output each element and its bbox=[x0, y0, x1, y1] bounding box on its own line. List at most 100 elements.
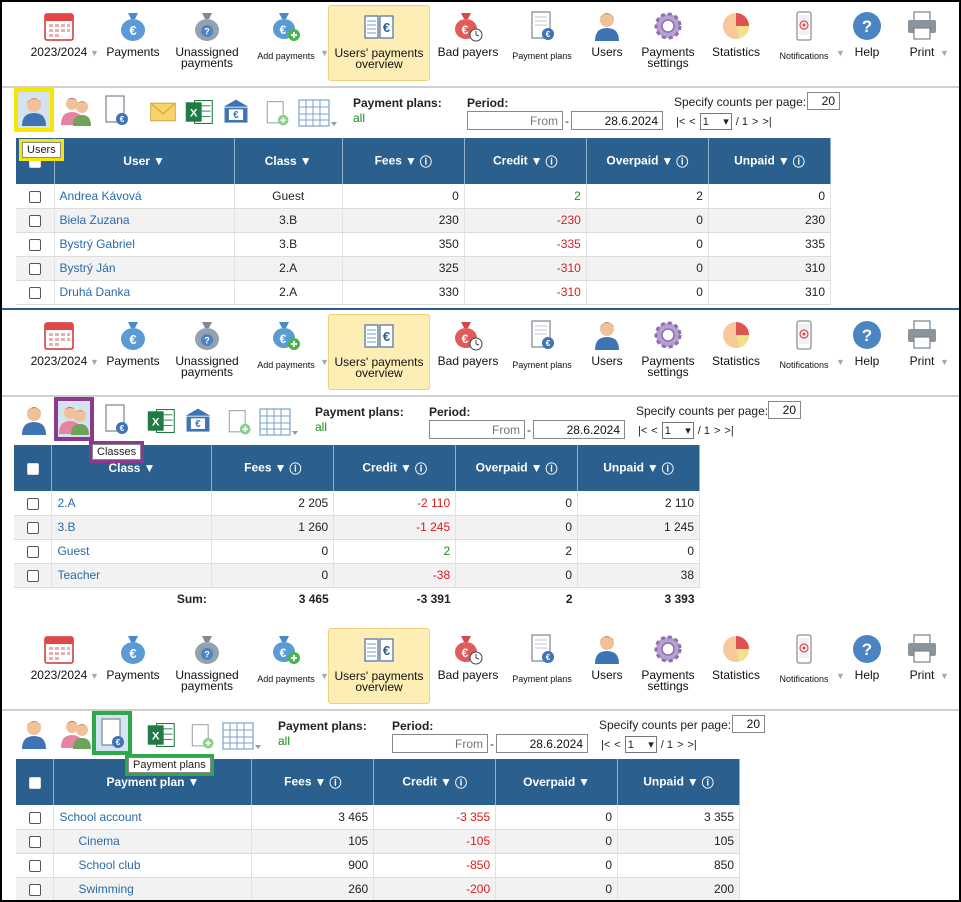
payment-plans-value[interactable]: all bbox=[315, 420, 328, 434]
header-class[interactable]: Class ▼ bbox=[51, 445, 213, 491]
select-all-checkbox-cell[interactable] bbox=[14, 445, 53, 491]
row-checkbox[interactable] bbox=[28, 811, 41, 824]
dropdown-caret-icon[interactable]: ▼ bbox=[90, 357, 99, 367]
toolbar-item-phone[interactable]: Notifications bbox=[770, 628, 838, 704]
toolbar-item-bad-payer-bag[interactable]: € Bad payers bbox=[436, 314, 500, 390]
toolbar-item-gear[interactable]: Payments settings bbox=[636, 5, 700, 81]
toolbar-item-add-payment[interactable]: € Add payments bbox=[250, 314, 322, 390]
row-checkbox-cell[interactable] bbox=[16, 829, 55, 854]
payment-plan-link[interactable]: School account bbox=[53, 805, 253, 830]
page-select[interactable]: 1 ▾ bbox=[699, 113, 732, 130]
dropdown-caret-icon[interactable]: ▼ bbox=[90, 48, 99, 58]
filter-icon[interactable]: ▼ bbox=[404, 154, 417, 168]
next-page-button[interactable]: > bbox=[676, 738, 684, 751]
select-all-checkbox-cell[interactable] bbox=[16, 759, 55, 805]
payment-plans-view-button[interactable]: € bbox=[98, 90, 134, 130]
toolbar-item-add-payment[interactable]: € Add payments bbox=[250, 5, 322, 81]
toolbar-item-payment-plan-doc[interactable]: € Payment plans bbox=[506, 5, 578, 81]
header-unpaid[interactable]: Unpaid ▼ ⓘ bbox=[617, 759, 740, 805]
filter-icon[interactable]: ▼ bbox=[777, 154, 790, 168]
row-checkbox-cell[interactable] bbox=[14, 491, 53, 516]
users-view-button[interactable] bbox=[16, 399, 52, 439]
classes-view-button[interactable] bbox=[58, 713, 94, 753]
class-name-link[interactable]: 3.B bbox=[51, 515, 213, 540]
toolbar-item-unassigned-bag[interactable]: ? Unassigned payments bbox=[172, 5, 242, 81]
header-overpaid[interactable]: Overpaid ▼ ⓘ bbox=[455, 445, 579, 491]
toolbar-item-unassigned-bag[interactable]: ? Unassigned payments bbox=[172, 628, 242, 704]
help-icon[interactable]: ⓘ bbox=[661, 461, 674, 476]
toolbar-item-ledger-euro[interactable]: € Users' payments overview bbox=[328, 5, 430, 81]
bank-button[interactable]: € bbox=[180, 405, 216, 445]
period-to-input[interactable] bbox=[496, 734, 588, 753]
header-user[interactable]: User ▼ bbox=[54, 138, 235, 184]
row-checkbox[interactable] bbox=[26, 545, 39, 558]
toolbar-item-user[interactable]: Users bbox=[586, 5, 628, 81]
help-icon[interactable]: ⓘ bbox=[545, 461, 558, 476]
filter-icon[interactable]: ▼ bbox=[143, 461, 156, 476]
users-view-button[interactable] bbox=[14, 88, 54, 132]
help-icon[interactable]: ⓘ bbox=[329, 775, 342, 790]
payment-plan-link[interactable]: Swimming bbox=[53, 877, 253, 902]
excel-export-button[interactable]: X bbox=[143, 405, 179, 445]
toolbar-item-calendar[interactable]: 2023/2024 bbox=[26, 5, 92, 81]
toolbar-item-pie-chart[interactable]: Statistics bbox=[708, 628, 764, 704]
user-name-link[interactable]: Andrea Kávová bbox=[54, 184, 235, 209]
help-icon[interactable]: ⓘ bbox=[414, 461, 427, 476]
prev-page-button[interactable]: < bbox=[614, 738, 621, 751]
toolbar-item-printer[interactable]: Print bbox=[902, 314, 942, 390]
classes-view-button[interactable] bbox=[58, 90, 94, 130]
header-fees[interactable]: Fees ▼ ⓘ bbox=[251, 759, 375, 805]
toolbar-item-add-payment[interactable]: € Add payments bbox=[250, 628, 322, 704]
toolbar-item-pie-chart[interactable]: Statistics bbox=[708, 314, 764, 390]
toolbar-item-gear[interactable]: Payments settings bbox=[636, 314, 700, 390]
user-name-link[interactable]: Bystrý Ján bbox=[54, 256, 235, 281]
columns-button[interactable] bbox=[257, 403, 301, 443]
filter-icon[interactable]: ▼ bbox=[299, 154, 312, 169]
toolbar-item-user[interactable]: Users bbox=[586, 314, 628, 390]
filter-icon[interactable]: ▼ bbox=[152, 154, 165, 169]
filter-icon[interactable]: ▼ bbox=[400, 461, 412, 475]
row-checkbox[interactable] bbox=[28, 262, 41, 275]
row-checkbox-cell[interactable] bbox=[16, 853, 55, 878]
last-page-button[interactable]: >| bbox=[724, 424, 734, 437]
email-button[interactable] bbox=[145, 96, 181, 136]
toolbar-item-help[interactable]: ? Help bbox=[848, 5, 886, 81]
row-checkbox-cell[interactable] bbox=[14, 515, 53, 540]
toolbar-item-pie-chart[interactable]: Statistics bbox=[708, 5, 764, 81]
toolbar-item-help[interactable]: ? Help bbox=[848, 314, 886, 390]
header-unpaid[interactable]: Unpaid ▼ ⓘ bbox=[577, 445, 700, 491]
help-icon[interactable]: ⓘ bbox=[419, 154, 432, 169]
row-checkbox[interactable] bbox=[26, 569, 39, 582]
toolbar-item-printer[interactable]: Print bbox=[902, 5, 942, 81]
filter-icon[interactable]: ▼ bbox=[314, 775, 327, 789]
toolbar-item-gear[interactable]: Payments settings bbox=[636, 628, 700, 704]
excel-export-button[interactable]: X bbox=[181, 96, 217, 136]
first-page-button[interactable]: |< bbox=[601, 738, 611, 751]
dropdown-caret-icon[interactable]: ▼ bbox=[90, 671, 99, 681]
counts-per-page-input[interactable] bbox=[768, 401, 801, 419]
page-select[interactable]: 1 ▾ bbox=[661, 422, 694, 439]
last-page-button[interactable]: >| bbox=[762, 115, 772, 128]
select-all-checkbox[interactable] bbox=[26, 462, 39, 475]
toolbar-item-calendar[interactable]: 2023/2024 bbox=[26, 314, 92, 390]
payment-plans-view-button[interactable]: € bbox=[92, 711, 132, 755]
toolbar-item-ledger-euro[interactable]: € Users' payments overview bbox=[328, 314, 430, 390]
class-name-link[interactable]: 2.A bbox=[51, 491, 213, 516]
header-class[interactable]: Class ▼ bbox=[234, 138, 343, 184]
row-checkbox-cell[interactable] bbox=[16, 280, 55, 305]
user-name-link[interactable]: Bystrý Gabriel bbox=[54, 232, 235, 257]
row-checkbox[interactable] bbox=[28, 286, 41, 299]
row-checkbox-cell[interactable] bbox=[16, 256, 55, 281]
add-document-button[interactable] bbox=[221, 407, 257, 447]
user-name-link[interactable]: Druhá Danka bbox=[54, 280, 235, 305]
header-credit[interactable]: Credit ▼ ⓘ bbox=[373, 759, 497, 805]
row-checkbox[interactable] bbox=[28, 883, 41, 896]
filter-icon[interactable]: ▼ bbox=[187, 775, 200, 790]
period-from-input[interactable] bbox=[467, 111, 563, 130]
toolbar-item-phone[interactable]: Notifications bbox=[770, 314, 838, 390]
dropdown-caret-icon[interactable]: ▼ bbox=[836, 671, 845, 681]
row-checkbox[interactable] bbox=[28, 859, 41, 872]
dropdown-caret-icon[interactable]: ▼ bbox=[940, 357, 949, 367]
row-checkbox[interactable] bbox=[26, 497, 39, 510]
help-icon[interactable]: ⓘ bbox=[792, 154, 805, 169]
